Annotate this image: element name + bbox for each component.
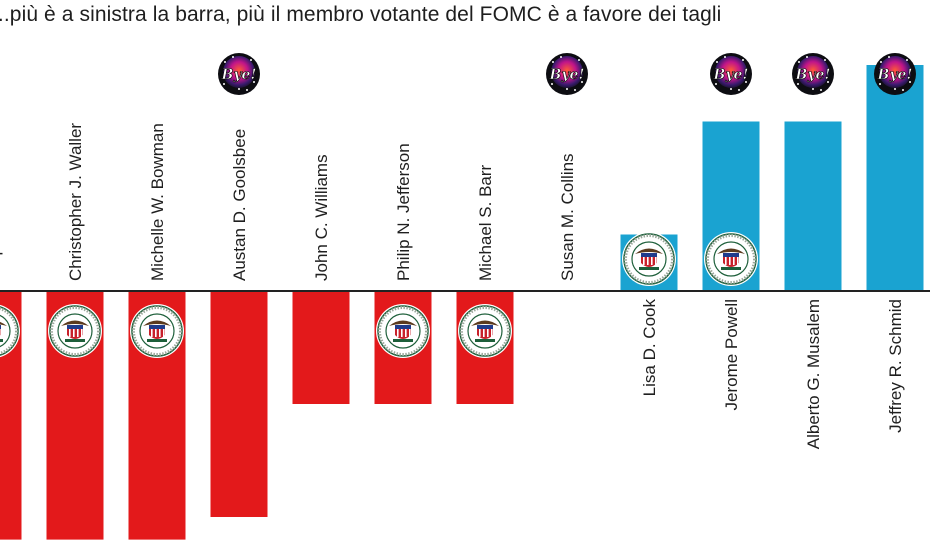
bye-badge-text: Bye! [548, 67, 584, 83]
bar-jeffrey-r-schmid [866, 65, 924, 291]
category-label-michael-s-barr: Michael S. Barr [476, 164, 495, 281]
fed-seal-icon [704, 232, 758, 286]
badges-layer: Bye! Bye! Bye! Bye! Bye! [218, 53, 916, 95]
fed-seal-icon [48, 304, 102, 358]
category-label-alberto-g-musalem: Alberto G. Musalem [804, 299, 823, 449]
category-label-stephen-miran: Stephen Miran [0, 170, 3, 281]
fed-seal-icon [458, 304, 512, 358]
category-label-philip-n-jefferson: Philip N. Jefferson [394, 143, 413, 281]
bye-badge-text: Bye! [712, 67, 748, 83]
fed-seal-icon [130, 304, 184, 358]
bar-john-c-williams [292, 291, 350, 404]
category-label-michelle-w-bowman: Michelle W. Bowman [148, 123, 167, 281]
category-label-jeffrey-r-schmid: Jeffrey R. Schmid [886, 299, 905, 433]
fed-seal-icon [376, 304, 430, 358]
labels-layer: Stephen Miran Christopher J. Waller Michel… [0, 123, 905, 450]
bye-badge-text: Bye! [794, 67, 830, 83]
chart-title: ...più è a sinistra la barra, più il mem… [0, 3, 722, 26]
bye-badge-icon: Bye! [792, 53, 834, 95]
category-label-lisa-d-cook: Lisa D. Cook [640, 299, 659, 397]
bar-austan-d-goolsbee [210, 291, 268, 517]
bye-badge-icon: Bye! [546, 53, 588, 95]
category-label-austan-d-goolsbee: Austan D. Goolsbee [230, 129, 249, 281]
fed-seal-icon [0, 304, 20, 358]
category-label-jerome-powell: Jerome Powell [722, 299, 741, 411]
bars-layer [0, 65, 924, 540]
bye-badge-text: Bye! [876, 67, 912, 83]
category-label-susan-m-collins: Susan M. Collins [558, 153, 577, 281]
bye-badge-icon: Bye! [710, 53, 752, 95]
fed-seal-icon [622, 232, 676, 286]
category-label-christopher-j-waller: Christopher J. Waller [66, 123, 85, 281]
bar-alberto-g-musalem [784, 121, 842, 291]
category-label-john-c-williams: John C. Williams [312, 154, 331, 281]
bye-badge-icon: Bye! [218, 53, 260, 95]
bye-badge-text: Bye! [220, 67, 256, 83]
bye-badge-icon: Bye! [874, 53, 916, 95]
